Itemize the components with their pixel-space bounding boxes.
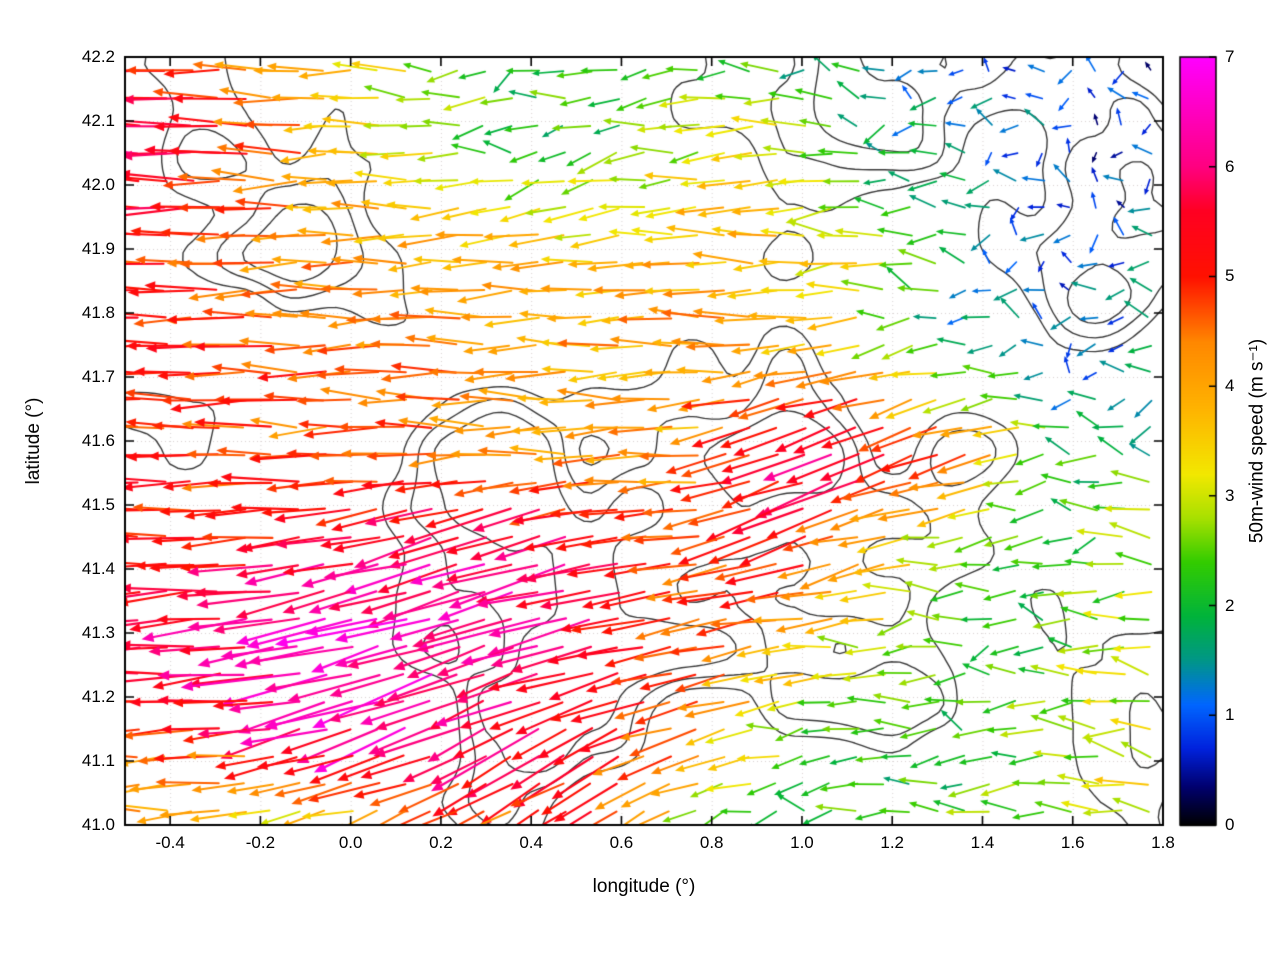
y-tick-label: 41.4: [81, 559, 115, 578]
x-tick-label: 0.0: [338, 833, 363, 852]
x-tick-label: -0.4: [155, 833, 185, 852]
colorbar-tick-label: 3: [1225, 485, 1235, 505]
colorbar-tick-label: 6: [1225, 156, 1235, 176]
colorbar-tick-label: 2: [1225, 595, 1235, 615]
colorbar-tick-label: 1: [1225, 705, 1235, 725]
y-tick-label: 41.6: [81, 431, 115, 450]
x-tick-label: 1.2: [880, 833, 905, 852]
x-tick-label: 1.6: [1060, 833, 1085, 852]
y-tick-label: 41.0: [81, 815, 115, 834]
colorbar-tick-label: 0: [1225, 815, 1235, 834]
y-tick-label: 42.0: [81, 175, 115, 194]
y-tick-label: 41.3: [81, 623, 115, 642]
y-tick-label: 41.9: [81, 239, 115, 258]
x-tick-label: 0.8: [699, 833, 724, 852]
colorbar-tick-label: 7: [1225, 47, 1235, 66]
colorbar-label: 50m-wind speed (m s⁻¹): [1246, 338, 1268, 544]
colorbar-tick-label: 5: [1225, 266, 1235, 286]
x-tick-label: 0.2: [429, 833, 453, 852]
y-tick-label: 41.1: [81, 751, 115, 770]
y-tick-label: 41.7: [81, 367, 115, 386]
x-tick-label: 1.4: [970, 833, 995, 852]
x-tick-label: 0.6: [609, 833, 634, 852]
x-axis-label: longitude (°): [592, 876, 696, 897]
colorbar-tick-label: 4: [1225, 376, 1235, 396]
y-tick-label: 42.2: [81, 47, 115, 66]
y-tick-label: 41.8: [81, 303, 115, 322]
y-axis-label: latitude (°): [23, 397, 44, 485]
x-tick-label: -0.2: [245, 833, 276, 852]
x-tick-label: 1.0: [790, 833, 814, 852]
y-tick-label: 41.5: [81, 495, 115, 514]
x-tick-label: 1.8: [1151, 833, 1175, 852]
y-tick-label: 41.2: [81, 687, 115, 706]
y-tick-label: 42.1: [81, 111, 115, 130]
x-tick-label: 0.4: [519, 833, 543, 852]
